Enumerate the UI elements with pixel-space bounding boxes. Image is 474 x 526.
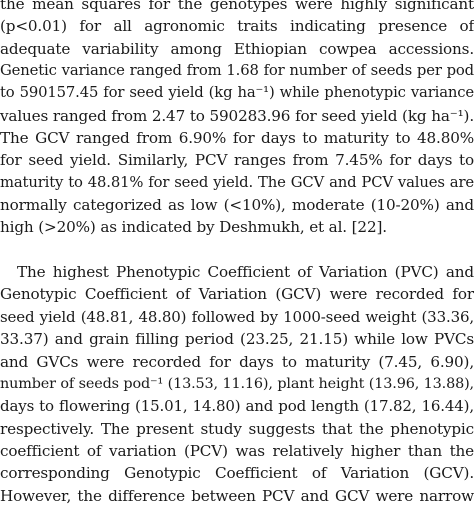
text-line: normally categorized as low (<10%), mode…: [0, 196, 474, 215]
text-line: Genotypic Coefficient of Variation (GCV)…: [0, 285, 474, 304]
text-line: (p<0.01) for all agronomic traits indica…: [0, 17, 474, 36]
text-line: coefficient of variation (PCV) was relat…: [0, 441, 474, 460]
text-line: seed yield (48.81, 48.80) followed by 10…: [0, 307, 474, 326]
text-line: high (>20%) as indicated by Deshmukh, et…: [0, 218, 387, 237]
text-line: to 590157.45 for seed yield (kg ha⁻¹) wh…: [0, 84, 474, 102]
paragraph-coefficient-of-variation: The highest Phenotypic Coefficient of Va…: [0, 261, 474, 507]
text-line: The GCV ranged from 6.90% for days to ma…: [0, 129, 474, 148]
text-line: 33.37) and grain filling period (23.25, …: [0, 330, 474, 349]
article-body: the mean squares for the genotypes were …: [0, 0, 474, 507]
paragraph-gap: [0, 239, 474, 261]
text-line: the mean squares for the genotypes were …: [0, 0, 474, 13]
text-line: However, the difference between PCV and …: [0, 486, 474, 505]
text-line: corresponding Genotypic Coefficient of V…: [0, 464, 474, 483]
text-line: values ranged from 2.47 to 590283.96 for…: [0, 106, 474, 125]
text-line: adequate variability among Ethiopian cow…: [0, 39, 474, 58]
text-line: The highest Phenotypic Coefficient of Va…: [17, 263, 474, 282]
text-line: days to flowering (15.01, 14.80) and pod…: [0, 397, 474, 416]
paragraph-variance-results: the mean squares for the genotypes were …: [0, 0, 474, 239]
text-line: Genetic variance ranged from 1.68 for nu…: [0, 62, 474, 80]
text-line: for seed yield. Similarly, PCV ranges fr…: [0, 151, 474, 170]
text-line: respectively. The present study suggests…: [0, 419, 474, 438]
text-line: number of seeds pod⁻¹ (13.53, 11.16), pl…: [0, 375, 474, 392]
text-line: maturity to 48.81% for seed yield. The G…: [0, 173, 474, 191]
text-line: and GVCs were recorded for days to matur…: [0, 352, 474, 371]
